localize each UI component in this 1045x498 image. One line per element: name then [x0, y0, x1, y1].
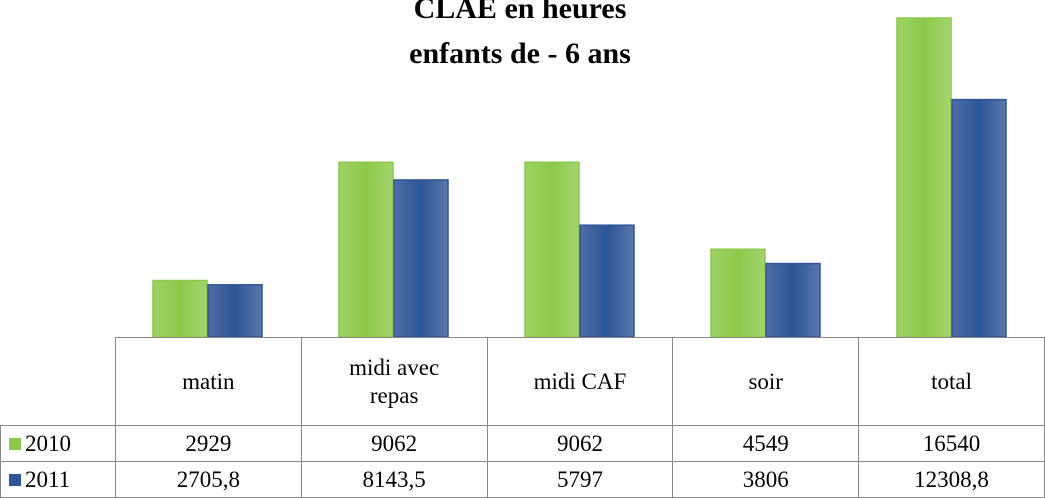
- data-label: 16540: [858, 425, 1045, 462]
- category-label: total: [931, 368, 972, 394]
- data-label: 4549: [672, 425, 860, 462]
- category-label: midi avec repas: [349, 354, 440, 408]
- category-label: soir: [748, 368, 783, 394]
- series-row: 2010 2929 9062 9062 4549 16540: [0, 425, 1045, 462]
- chart-title: enfants de - 6 ans: [409, 37, 631, 70]
- bar: [765, 262, 821, 338]
- legend-entry: 2010: [0, 425, 116, 462]
- category-cell: midi avec repas: [300, 337, 488, 426]
- category-cell: midi CAF: [486, 337, 674, 426]
- category-label: matin: [182, 368, 235, 394]
- series-row: 2011 2705,8 8143,5 5797 3806 12308,8: [0, 461, 1045, 498]
- data-label: 5797: [486, 461, 674, 498]
- category-cell: matin: [114, 337, 302, 426]
- chart: CLAE en heures enfants de - 6 ans: [152, 0, 1007, 338]
- bar: [524, 161, 580, 338]
- legend-label: 2011: [25, 466, 71, 492]
- bar: [710, 248, 766, 338]
- category-cell: soir: [672, 337, 860, 426]
- category-cell: total: [858, 337, 1045, 426]
- category-label: midi CAF: [533, 368, 627, 394]
- data-label: 8143,5: [300, 461, 488, 498]
- bar: [579, 224, 635, 338]
- data-label: 9062: [300, 425, 488, 462]
- legend-label: 2010: [25, 430, 71, 456]
- bar: [393, 179, 449, 338]
- bar: [338, 161, 394, 338]
- bar: [152, 279, 208, 338]
- data-label: 12308,8: [858, 461, 1045, 498]
- data-label: 2929: [114, 425, 302, 462]
- bar: [896, 17, 952, 338]
- header-row: matin midi avec repas midi CAF soir total: [0, 337, 1045, 426]
- blank-cell: [0, 337, 116, 426]
- data-table: matin midi avec repas midi CAF soir total 201…: [0, 337, 1045, 498]
- legend-swatch: [9, 473, 21, 486]
- bar: [207, 284, 263, 338]
- chart-title: CLAE en heures: [414, 0, 627, 25]
- legend-entry: 2011: [0, 461, 116, 498]
- bar: [951, 98, 1007, 338]
- data-label: 9062: [486, 425, 674, 462]
- data-label: 2705,8: [114, 461, 302, 498]
- data-label: 3806: [672, 461, 860, 498]
- legend-swatch: [9, 437, 21, 450]
